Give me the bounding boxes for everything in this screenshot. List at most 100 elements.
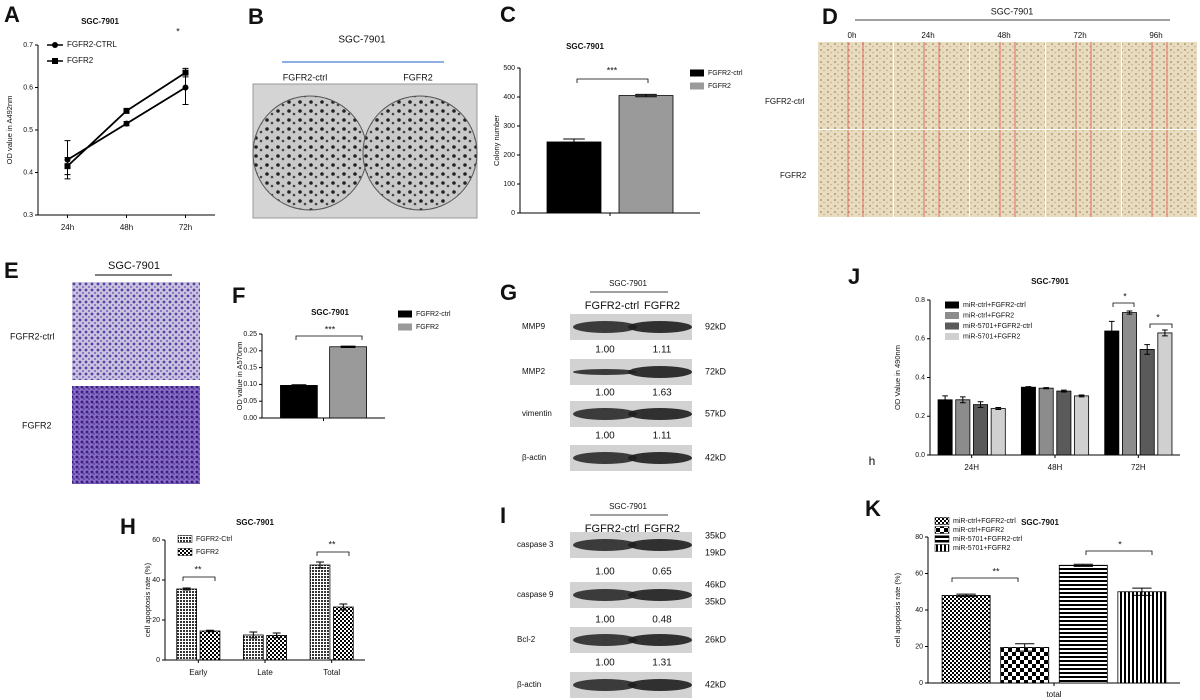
significance-bracket: [951, 577, 1019, 582]
panel-letter: J: [848, 264, 860, 289]
bar: [1157, 332, 1173, 456]
error-bar: [1108, 320, 1115, 342]
ratio-label: 1.00: [595, 431, 615, 442]
legend-swatch: [945, 333, 959, 340]
y-tick-label: 0.6: [915, 336, 925, 343]
x-tick-label: Total: [323, 668, 340, 677]
row-label: FGFR2-ctrl: [10, 331, 55, 341]
y-tick-label: 0.3: [23, 212, 33, 219]
error-bar: [977, 401, 984, 409]
bar: [1058, 564, 1108, 684]
blot-band: [573, 321, 637, 333]
y-axis-label: cell apoptosis rate (%): [143, 562, 152, 637]
legend-swatch: [934, 535, 950, 543]
lane-label: FGFR2-ctrl: [585, 523, 639, 535]
legend-swatch: [177, 548, 193, 556]
time-label: 72h: [1073, 31, 1086, 40]
bar: [1074, 395, 1090, 456]
bar: [937, 399, 953, 456]
micrograph: [72, 282, 200, 380]
y-tick-label: 0.8: [915, 297, 925, 304]
protein-label: vimentin: [522, 409, 552, 418]
bar: [329, 346, 367, 419]
legend-swatch: [398, 310, 412, 318]
legend-label: miR-ctrl+FGFR2-ctrl: [953, 518, 1016, 525]
annotation: *: [1118, 539, 1122, 549]
panel-letter: B: [248, 4, 264, 29]
error-bar: [959, 396, 966, 404]
panel-letter: K: [865, 496, 881, 521]
panel-letter: I: [500, 503, 506, 528]
panel-title: SGC-7901: [609, 502, 647, 511]
panel-letter: F: [232, 283, 245, 308]
bar: [309, 564, 331, 661]
time-label: 24h: [921, 31, 934, 40]
y-tick-label: 0.25: [243, 331, 257, 338]
x-tick-label: Early: [189, 668, 207, 677]
annotation: **: [992, 566, 1000, 576]
panel-title: SGC-7901: [338, 35, 386, 46]
y-tick-label: 0.05: [243, 398, 257, 405]
protein-label: β-actin: [517, 680, 541, 689]
bar: [1056, 390, 1072, 456]
y-axis-label: OD Value in 490nm: [893, 345, 902, 410]
legend-label: FGFR2: [416, 324, 439, 331]
ratio-label: 1.00: [595, 567, 615, 578]
y-tick-label: 0.4: [915, 374, 925, 381]
blot-band: [628, 589, 692, 601]
lane-label: FGFR2-ctrl: [585, 300, 639, 312]
micrograph: [1046, 130, 1121, 217]
ratio-label: 1.00: [595, 615, 615, 626]
blot-band: [573, 634, 637, 646]
error-bar: [249, 631, 258, 639]
y-tick-label: 0: [511, 210, 515, 217]
size-label: 46kD: [705, 579, 727, 589]
bar: [1020, 386, 1036, 456]
bar: [280, 385, 318, 419]
bar: [176, 588, 197, 661]
bar: [1038, 387, 1054, 456]
size-label: 35kD: [705, 530, 727, 540]
time-label: 48h: [997, 31, 1010, 40]
y-tick-label: 80: [915, 534, 923, 541]
blot-band: [628, 366, 692, 378]
y-tick-label: 0.0: [915, 452, 925, 459]
error-bar: [1043, 387, 1049, 390]
legend-label: FGFR2-ctrl: [708, 70, 743, 77]
y-axis-label: cell apoptosis rate (%): [893, 572, 902, 647]
error-bar: [206, 629, 214, 633]
micrograph: [970, 42, 1045, 129]
y-tick-label: 0.2: [915, 413, 925, 420]
error-bar: [635, 93, 657, 98]
blot-band: [573, 452, 637, 464]
bar: [955, 399, 971, 456]
y-tick-label: 0: [919, 680, 923, 687]
y-axis-label: OD value in A570nm: [235, 342, 244, 411]
legend-swatch: [690, 69, 704, 77]
x-tick-label: Late: [257, 668, 273, 677]
blot-band: [628, 321, 692, 333]
panel-letter: G: [500, 280, 517, 305]
error-bar: [1126, 310, 1133, 315]
legend-swatch: [177, 535, 193, 543]
line: [66, 71, 186, 167]
bar: [1121, 312, 1137, 456]
bar: [1117, 591, 1167, 684]
error-bar: [1061, 389, 1067, 393]
lane-label: FGFR2: [644, 300, 680, 312]
y-axis-label: OD value in A492nm: [5, 96, 14, 165]
chart-title: SGC-7901: [1021, 518, 1059, 527]
y-tick-label: 20: [915, 643, 923, 650]
legend-swatch: [945, 322, 959, 330]
error-bar: [272, 632, 281, 639]
size-label: 92kD: [705, 321, 727, 331]
blot-band: [628, 679, 692, 691]
ratio-label: 1.00: [595, 658, 615, 669]
error-bar: [942, 395, 948, 405]
error-bar: [1015, 643, 1035, 652]
panel-title: SGC-7901: [609, 279, 647, 288]
protein-label: Bcl-2: [517, 635, 536, 644]
legend-label: FGFR2: [708, 83, 731, 90]
blot-band: [573, 679, 637, 691]
panel-letter: E: [4, 258, 19, 283]
